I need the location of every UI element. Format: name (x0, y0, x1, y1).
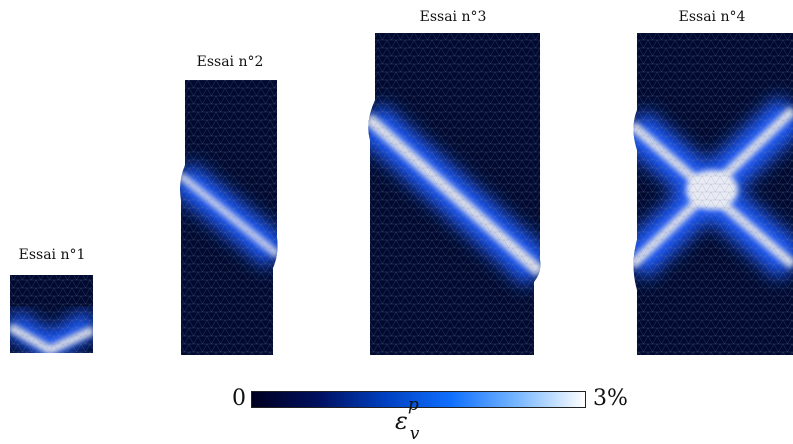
quantity-superscript: p (407, 395, 419, 415)
quantity-base: ε (395, 407, 408, 435)
colorbar-min-label: 0 (232, 386, 246, 411)
specimen-2 (180, 80, 278, 355)
specimen-3-mesh (368, 33, 541, 355)
quantity-subscript: v (409, 423, 420, 444)
specimen-3 (368, 33, 541, 355)
specimen-3-title: Essai n°3 (419, 9, 487, 25)
specimen-2-mesh (180, 80, 278, 355)
specimen-4-title: Essai n°4 (678, 9, 746, 25)
specimen-1-title: Essai n°1 (18, 247, 86, 263)
colorbar-max-label: 3% (593, 386, 628, 411)
specimen-1 (10, 275, 93, 353)
colorbar (251, 391, 586, 408)
specimen-1-mesh (10, 275, 93, 353)
specimen-4-mesh (633, 33, 793, 355)
specimen-4 (633, 33, 793, 355)
colorbar-quantity: εpv (395, 395, 419, 444)
specimen-2-title: Essai n°2 (196, 54, 264, 70)
